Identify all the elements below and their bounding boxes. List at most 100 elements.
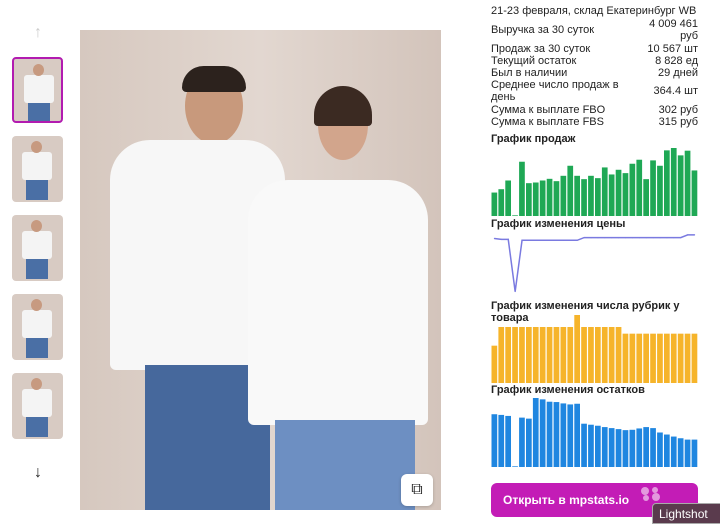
thumbnail-1[interactable] — [12, 57, 63, 123]
price-point — [618, 236, 620, 239]
chart-bar — [553, 402, 560, 467]
chart-bar — [636, 159, 643, 216]
chart-bar — [643, 179, 649, 216]
price-point — [549, 239, 551, 241]
chart-bar — [684, 439, 691, 467]
price-point — [652, 236, 654, 239]
gallery-down-button[interactable]: ↓ — [28, 464, 48, 482]
chart-bar — [657, 165, 663, 216]
chart-bar — [539, 180, 546, 216]
chart-bar — [595, 425, 601, 467]
chart-bar — [622, 430, 629, 467]
chart-bar — [615, 169, 622, 216]
price-point — [535, 239, 537, 241]
chart-bar — [519, 161, 525, 216]
stat-value: 10 567 шт — [647, 43, 698, 55]
chart-bar — [581, 179, 587, 216]
price-point — [555, 239, 558, 241]
avito-watermark-logo — [641, 487, 660, 501]
chart-bar — [519, 417, 525, 467]
chart-bar — [657, 333, 663, 383]
chart-bar — [670, 436, 677, 467]
chart-bar — [643, 333, 649, 383]
main-product-image[interactable] — [80, 30, 441, 510]
chart-bar — [567, 404, 574, 467]
stat-value: 29 дней — [657, 67, 698, 79]
chart-bar — [608, 174, 615, 216]
price-point — [542, 239, 544, 241]
stat-value: 302 руб — [658, 104, 698, 116]
price-point — [631, 236, 634, 239]
chart-bar — [677, 333, 684, 383]
chart-0 — [491, 148, 698, 216]
gallery-up-button[interactable]: ↑ — [28, 24, 48, 42]
chart-bar — [622, 333, 629, 383]
stat-label: Был в наличии — [491, 67, 568, 79]
chart-bar — [560, 175, 567, 216]
chart-bar — [684, 333, 691, 383]
chart-bar — [526, 327, 532, 383]
price-point — [693, 234, 696, 236]
price-point — [500, 238, 502, 240]
chart-title: График изменения цены — [491, 218, 626, 230]
stat-label: Продаж за 30 суток — [491, 43, 591, 55]
thumbnail-2[interactable] — [12, 136, 63, 202]
chart-bar — [601, 327, 608, 383]
chart-bar — [691, 170, 698, 216]
chart-bar — [491, 192, 498, 216]
chart-bar — [601, 427, 608, 467]
arrow-down-icon: ↓ — [34, 464, 42, 481]
copy-icon: ⧉ — [411, 481, 423, 498]
open-mpstats-button[interactable]: Открыть в mpstats.io — [491, 483, 698, 517]
chart-bar — [608, 327, 615, 383]
chart-bar — [512, 327, 518, 383]
chart-bar — [567, 165, 574, 216]
chart-bar — [588, 424, 594, 467]
stat-row: Среднее число продаж в день 364.4 шт — [491, 79, 698, 103]
chart-title: График продаж — [491, 133, 576, 145]
arrow-up-icon: ↑ — [34, 24, 42, 41]
chart-bar — [629, 333, 636, 383]
lightshot-badge[interactable]: Lightshot — [652, 503, 720, 524]
chart-bar — [574, 315, 580, 383]
chart-bar — [539, 327, 546, 383]
chart-bar — [677, 155, 684, 216]
stat-label: Текущий остаток — [491, 55, 577, 67]
price-point — [611, 236, 613, 239]
chart-bar — [691, 439, 698, 467]
chart-bar — [636, 333, 643, 383]
stat-value: 315 руб — [658, 116, 698, 128]
chart-bar — [560, 327, 567, 383]
price-point — [590, 236, 592, 239]
stats-title: 21-23 февраля, склад Екатеринбург WB — [491, 5, 697, 17]
stat-label: Сумма к выплате FBO — [491, 104, 606, 116]
chart-bar — [505, 327, 511, 383]
chart-bar — [567, 327, 574, 383]
chart-bar — [574, 403, 580, 467]
chart-bar — [684, 150, 691, 216]
stat-row: Был в наличии 29 дней — [491, 67, 698, 79]
price-point — [576, 239, 578, 241]
thumbnail-5[interactable] — [12, 373, 63, 439]
chart-bar — [539, 399, 546, 467]
chart-bar — [622, 173, 629, 216]
chart-bar — [588, 175, 594, 216]
price-point — [604, 236, 606, 239]
chart-bar — [532, 398, 539, 467]
chart-bar — [519, 327, 525, 383]
thumbnail-4[interactable] — [12, 294, 63, 360]
stat-row: Продаж за 30 суток 10 567 шт — [491, 43, 698, 55]
chart-bar — [595, 178, 601, 216]
chart-bar — [664, 434, 670, 467]
price-point — [521, 239, 523, 241]
copy-image-button[interactable]: ⧉ — [401, 474, 433, 506]
chart-1 — [493, 234, 696, 293]
price-point — [687, 234, 689, 236]
chart-bar — [526, 183, 532, 216]
chart-bar — [546, 327, 553, 383]
chart-2 — [491, 315, 698, 383]
chart-bar — [677, 438, 684, 467]
chart-bar — [608, 428, 615, 467]
thumbnail-3[interactable] — [12, 215, 63, 281]
price-point — [638, 236, 640, 239]
